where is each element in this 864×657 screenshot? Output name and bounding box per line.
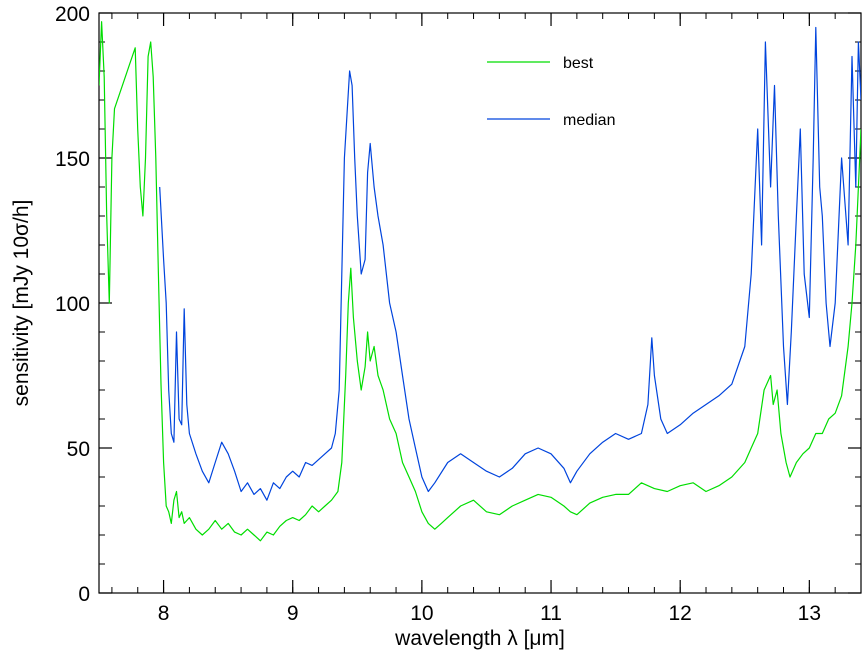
x-axis-title: wavelength λ [μm] [394,627,565,650]
y-tick-label: 50 [67,438,90,461]
data-series [99,21,861,542]
x-tick-label: 8 [158,602,170,625]
x-tick-label: 11 [540,602,562,625]
y-tick-label: 0 [78,583,90,606]
y-axis-title: sensitivity [mJy 10σ/h] [10,200,33,407]
y-tick-label: 200 [55,3,90,26]
x-tick-label: 12 [669,602,692,625]
x-tick-label: 13 [798,602,821,625]
legend: best median [487,55,615,129]
y-tick-label: 100 [55,293,90,316]
axis-tick-labels: 8 9 10 11 12 13 0 50 100 150 200 [55,3,821,625]
legend-label-best: best [563,55,594,72]
series-line-median [159,26,861,501]
legend-label-median: median [563,112,615,129]
series-line-best [99,21,861,542]
x-tick-label: 10 [410,602,433,625]
x-tick-label: 9 [287,602,299,625]
y-tick-label: 150 [55,148,90,171]
